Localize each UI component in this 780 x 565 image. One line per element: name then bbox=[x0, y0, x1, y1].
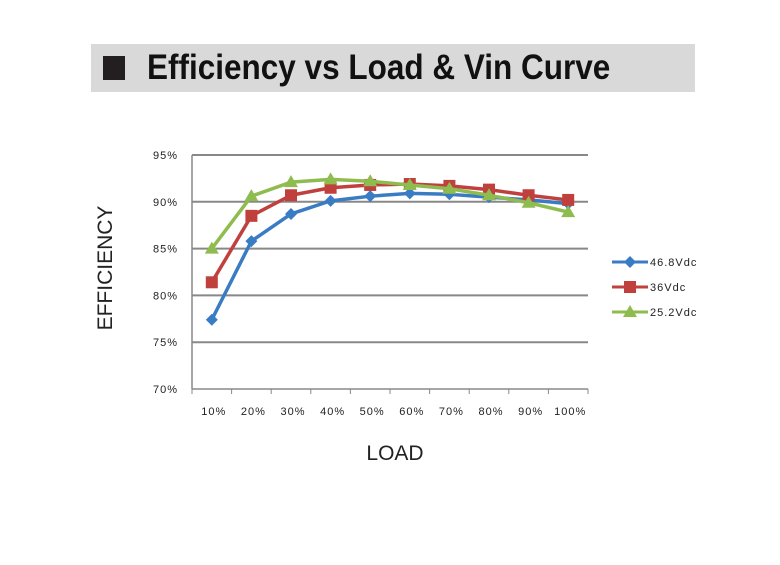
data-point bbox=[284, 175, 298, 188]
data-point bbox=[561, 205, 576, 218]
legend-label: 36Vdc bbox=[650, 282, 686, 294]
data-point bbox=[363, 174, 378, 187]
legend-marker bbox=[624, 256, 636, 268]
title-bar: Efficiency vs Load & Vin Curve bbox=[91, 44, 695, 92]
data-point bbox=[205, 313, 218, 326]
x-tick-label: 90% bbox=[518, 406, 543, 418]
x-tick-label: 10% bbox=[201, 406, 226, 418]
data-point bbox=[245, 235, 258, 248]
data-point bbox=[364, 190, 377, 203]
legend-marker bbox=[623, 305, 637, 317]
y-tick-label: 85% bbox=[153, 244, 178, 256]
data-point bbox=[442, 181, 457, 194]
data-point bbox=[521, 195, 536, 208]
x-tick-label: 30% bbox=[280, 406, 305, 418]
y-tick-label: 80% bbox=[153, 290, 178, 302]
x-tick-label: 20% bbox=[241, 406, 266, 418]
data-point bbox=[285, 207, 297, 220]
x-tick-label: 70% bbox=[439, 406, 464, 418]
data-point bbox=[285, 189, 297, 202]
data-point bbox=[403, 187, 416, 200]
x-tick-label: 50% bbox=[360, 406, 385, 418]
x-tick-label: 80% bbox=[478, 406, 503, 418]
data-point bbox=[204, 241, 219, 254]
title-bullet-icon bbox=[103, 56, 125, 80]
data-point bbox=[244, 189, 259, 202]
x-axis-title: LOAD bbox=[366, 442, 423, 465]
legend-label: 46.8Vdc bbox=[650, 257, 697, 269]
y-tick-label: 75% bbox=[153, 337, 178, 349]
legend-marker bbox=[624, 281, 636, 293]
y-tick-label: 90% bbox=[153, 197, 178, 209]
y-axis-title: EFFICIENCY bbox=[94, 206, 117, 331]
x-tick-label: 40% bbox=[320, 406, 345, 418]
series-line-25.2Vdc bbox=[210, 177, 569, 250]
x-tick-label: 60% bbox=[399, 406, 424, 418]
data-point bbox=[323, 172, 338, 185]
y-tick-label: 70% bbox=[153, 384, 178, 396]
data-point bbox=[205, 276, 218, 289]
legend-label: 25.2Vdc bbox=[650, 307, 697, 319]
chart-title: Efficiency vs Load & Vin Curve bbox=[147, 48, 611, 87]
y-tick-label: 95% bbox=[153, 150, 178, 162]
data-point bbox=[522, 189, 535, 202]
data-point bbox=[482, 188, 496, 201]
data-point bbox=[245, 209, 258, 222]
data-point bbox=[402, 177, 417, 190]
data-point bbox=[324, 181, 337, 194]
data-point bbox=[324, 194, 337, 207]
data-point bbox=[562, 193, 575, 206]
series-line-46.8Vdc bbox=[210, 191, 569, 321]
x-tick-label: 100% bbox=[554, 406, 586, 418]
